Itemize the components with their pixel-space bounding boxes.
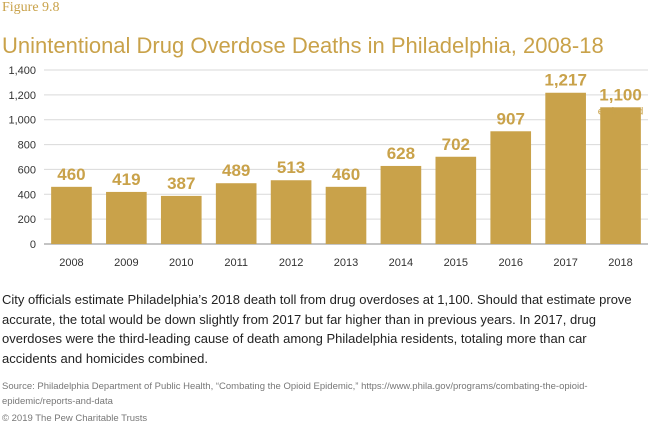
data-label-2017: 1,217 — [544, 71, 587, 90]
copyright-notice: © 2019 The Pew Charitable Trusts — [2, 413, 148, 424]
chart-title: Unintentional Drug Overdose Deaths in Ph… — [2, 32, 604, 58]
x-tick-label: 2011 — [224, 257, 248, 269]
data-label-2015: 702 — [442, 135, 470, 154]
bar-2010 — [160, 195, 202, 244]
data-label-2012: 513 — [277, 158, 305, 177]
y-tick-label: 800 — [18, 140, 36, 152]
x-tick-label: 2017 — [553, 257, 577, 269]
bar-2018 — [600, 107, 641, 245]
data-label-2013: 460 — [332, 165, 360, 184]
y-tick-label: 1,400 — [8, 65, 36, 77]
data-label-2014: 628 — [387, 144, 415, 163]
x-tick-label: 2015 — [444, 257, 468, 269]
data-label-2018: 1,100 — [599, 85, 642, 104]
x-tick-label: 2013 — [334, 257, 358, 269]
y-tick-label: 400 — [18, 189, 36, 201]
bar-2013 — [325, 186, 367, 244]
bar-2009 — [106, 191, 147, 244]
chart-description: City officials estimate Philadelphia’s 2… — [2, 292, 632, 366]
y-tick-label: 1,200 — [8, 90, 36, 102]
x-tick-label: 2012 — [279, 257, 303, 269]
x-tick-label: 2008 — [59, 257, 83, 269]
data-label-2016: 907 — [497, 109, 525, 128]
source-note: Source: Philadelphia Department of Publi… — [2, 381, 588, 407]
figure-label: Figure 9.8 — [2, 0, 60, 15]
y-tick-label: 1,000 — [8, 115, 36, 127]
data-label-2009: 419 — [112, 170, 140, 189]
y-tick-label: 0 — [30, 239, 36, 251]
bar-2015 — [435, 156, 477, 244]
bar-2012 — [270, 180, 312, 244]
bar-2008 — [51, 186, 92, 244]
bar-2014 — [380, 165, 422, 244]
bar-chart: 460 419 387 489 513 460 628 702 907 1,217 1,100est… — [8, 65, 648, 269]
x-tick-label: 2018 — [608, 257, 632, 269]
bar-2011 — [215, 183, 257, 244]
data-label-2008: 460 — [57, 165, 85, 184]
data-label-2011: 489 — [222, 161, 250, 180]
data-label-2010: 387 — [167, 174, 195, 193]
x-tick-label: 2010 — [169, 257, 193, 269]
y-tick-label: 200 — [18, 214, 36, 226]
bar-2016 — [490, 131, 532, 244]
estimated-annotation: estimated — [598, 105, 644, 117]
bar-2017 — [545, 92, 586, 244]
x-tick-label: 2016 — [498, 257, 522, 269]
x-tick-label: 2014 — [389, 257, 413, 269]
x-tick-label: 2009 — [114, 257, 138, 269]
y-tick-label: 600 — [18, 164, 36, 176]
